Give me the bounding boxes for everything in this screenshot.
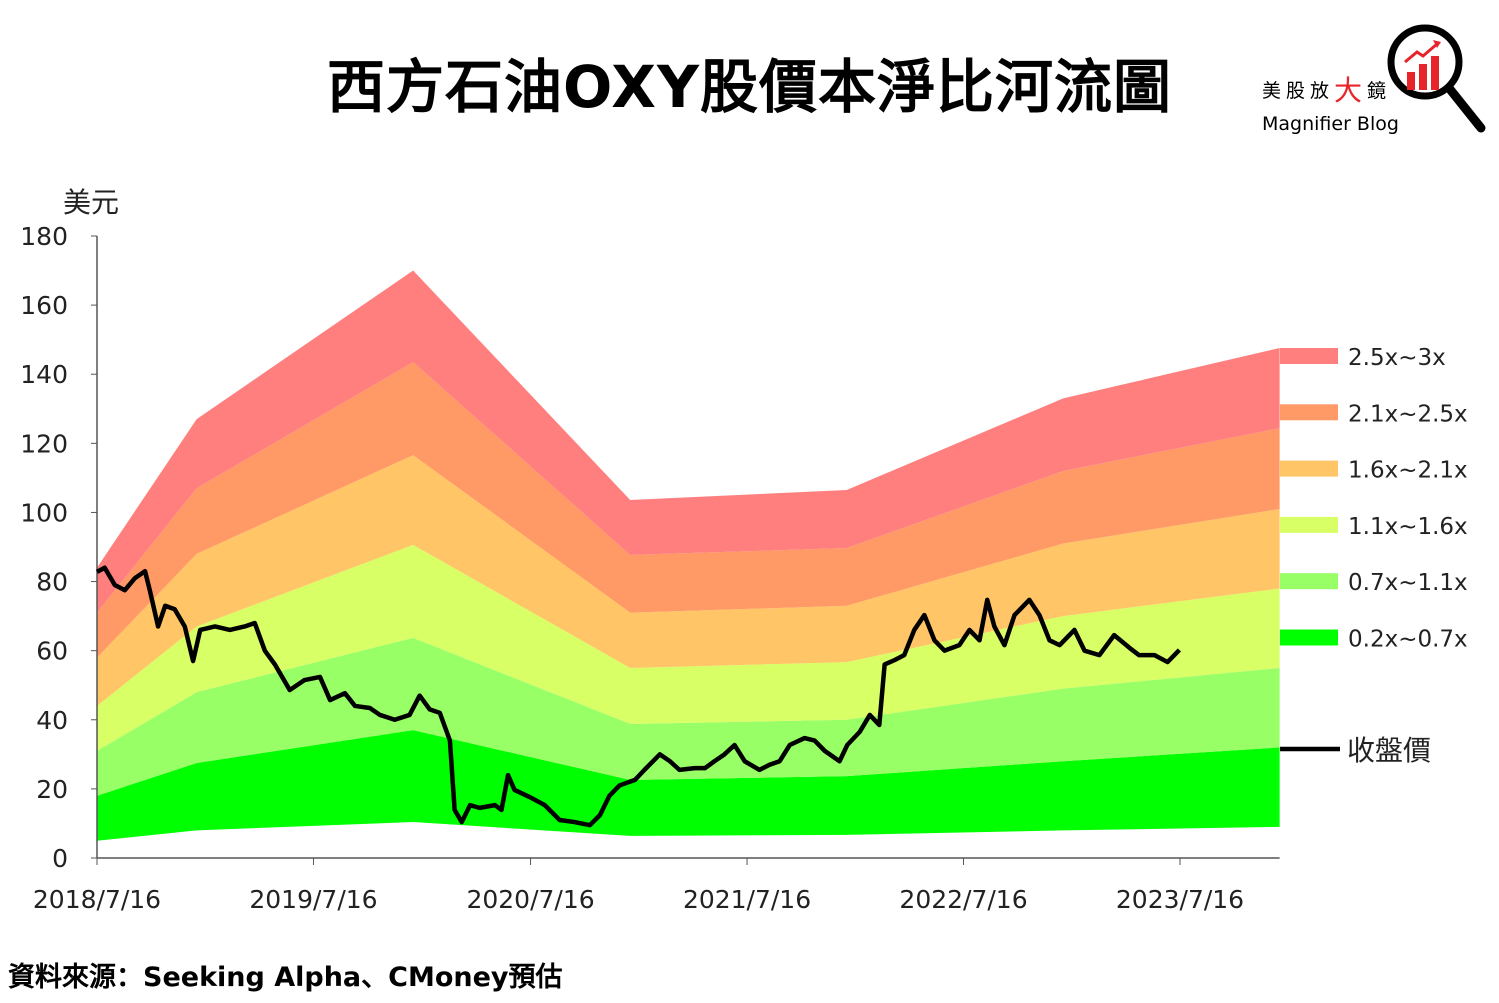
band-2.5x~3x <box>97 270 1280 613</box>
magnifier-icon <box>1387 24 1486 133</box>
y-axis-label: 美元 <box>63 186 119 219</box>
y-tick-label: 160 <box>20 291 68 320</box>
band-0.7x~1.1x <box>97 637 1280 796</box>
logo-english-text: Magnifier Blog <box>1262 113 1399 135</box>
x-tick-label: 2018/7/16 <box>33 885 161 914</box>
bands-layer <box>97 270 1280 841</box>
y-tick-label: 120 <box>20 429 68 458</box>
x-tick-label: 2021/7/16 <box>683 885 811 914</box>
y-tick-label: 80 <box>36 568 68 597</box>
x-tick-label: 2022/7/16 <box>899 885 1027 914</box>
logo-cn-big: 大 <box>1334 74 1368 107</box>
band-0.2x~0.7x <box>97 730 1280 841</box>
legend-swatch <box>1280 573 1338 590</box>
x-tick-label: 2023/7/16 <box>1116 885 1244 914</box>
y-tick-label: 20 <box>36 775 68 804</box>
x-tick-label: 2020/7/16 <box>466 885 594 914</box>
legend-label: 1.1x~1.6x <box>1348 514 1468 540</box>
logo-cn-suffix: 鏡 <box>1367 80 1392 102</box>
logo-cn-prefix: 美股放 <box>1262 80 1335 102</box>
legend-swatch <box>1280 348 1338 364</box>
source-note: 資料來源：Seeking Alpha、CMoney預估 <box>8 962 563 993</box>
y-tick-label: 180 <box>20 222 68 251</box>
legend-label-price: 收盤價 <box>1347 734 1431 767</box>
band-2.1x~2.5x <box>97 362 1280 658</box>
y-tick-label: 140 <box>20 360 68 389</box>
band-1.1x~1.6x <box>97 544 1280 751</box>
y-tick-label: 0 <box>52 844 68 873</box>
logo-chinese-text: 美股放大鏡 <box>1262 74 1391 108</box>
magnifier-blog-logo: 美股放大鏡 Magnifier Blog <box>1258 22 1493 137</box>
legend-label: 0.2x~0.7x <box>1348 627 1468 653</box>
legend-swatch <box>1280 629 1338 646</box>
y-tick-label: 60 <box>36 637 68 666</box>
x-tick-label: 2019/7/16 <box>249 885 377 914</box>
legend-swatch <box>1280 460 1338 477</box>
band-1.6x~2.1x <box>97 455 1280 706</box>
y-tick-label: 100 <box>20 498 68 527</box>
y-tick-label: 40 <box>36 706 68 735</box>
legend-label: 2.1x~2.5x <box>1348 401 1468 427</box>
legend-label: 0.7x~1.1x <box>1348 570 1468 596</box>
legend-swatch <box>1280 516 1338 533</box>
legend-label: 1.6x~2.1x <box>1348 458 1468 484</box>
price-layer <box>95 565 1182 828</box>
legend-label: 2.5x~3x <box>1348 345 1446 371</box>
legend-swatch <box>1280 404 1338 421</box>
chart-title: 西方石油OXY股價本淨比河流圖 <box>327 53 1172 121</box>
price-line <box>95 565 1182 828</box>
axes-layer: 0 20 40 60 80 100 120 140 160 180 2018/7/16 2019/7/… <box>20 222 1280 914</box>
legend: 2.5x~3x 2.1x~2.5x 1.6x~2.1x 1.1x~1.6x 0.7x~1… <box>1280 345 1468 767</box>
